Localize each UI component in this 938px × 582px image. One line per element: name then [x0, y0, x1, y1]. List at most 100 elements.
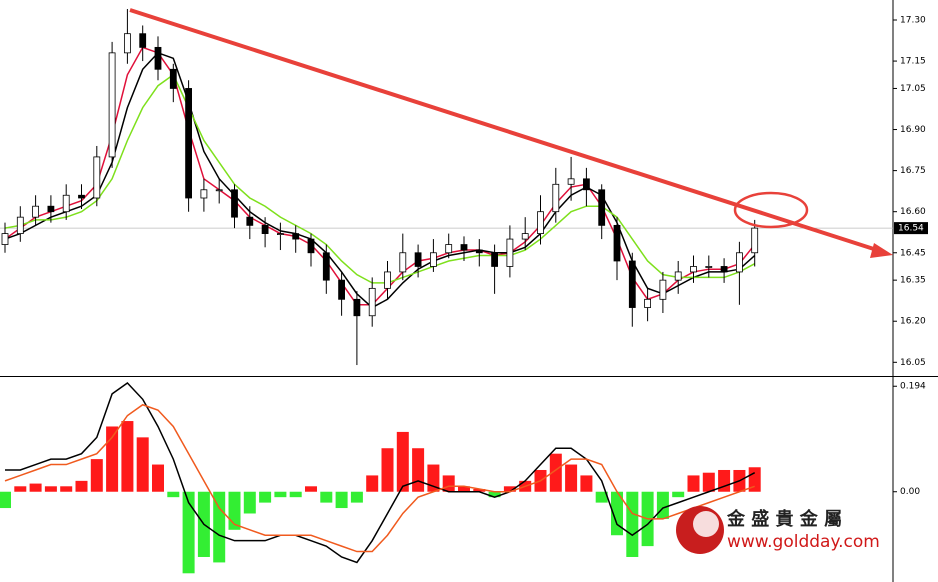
- last-price-label: 16.54: [898, 224, 924, 234]
- histogram-bar: [595, 491, 608, 503]
- histogram-bar: [458, 486, 470, 492]
- histogram-bar: [442, 475, 455, 492]
- candle-body: [690, 266, 697, 273]
- y-tick-label: 16.75: [900, 166, 926, 176]
- candle-body: [674, 271, 682, 281]
- histogram-bar: [503, 486, 516, 492]
- y-tick-label: 16.35: [900, 276, 926, 286]
- histogram-bar: [488, 491, 501, 498]
- histogram-bar: [549, 453, 562, 492]
- histogram-bar: [366, 475, 379, 492]
- y-tick-label: 16.60: [900, 207, 926, 217]
- candle-body: [93, 156, 101, 199]
- plot-area: [0, 9, 893, 574]
- histogram-bar: [289, 491, 302, 498]
- candle-body: [475, 249, 483, 254]
- y-tick-label: 16.45: [900, 248, 926, 258]
- histogram-bar: [213, 491, 226, 563]
- candle-body: [200, 189, 208, 199]
- histogram-bar: [412, 448, 425, 492]
- y-tick-label: 17.30: [900, 15, 926, 25]
- histogram-bar: [672, 491, 685, 498]
- candle-body: [583, 178, 590, 191]
- histogram-bar: [748, 467, 761, 492]
- histogram-bar: [335, 491, 348, 509]
- trend-line: [129, 8, 881, 253]
- indicator-line: [4, 73, 756, 284]
- histogram-bar: [702, 472, 715, 492]
- histogram-bar: [14, 486, 27, 492]
- histogram-bar: [121, 421, 134, 492]
- candle-body: [445, 244, 453, 254]
- candle-body: [16, 216, 24, 234]
- candle-body: [338, 279, 346, 300]
- candle-body: [598, 189, 606, 226]
- histogram-bar: [626, 491, 639, 557]
- histogram-bar: [580, 475, 593, 492]
- candle-body: [537, 211, 544, 234]
- watermark-url: www.goldday.com: [727, 532, 880, 552]
- annotations: [129, 8, 893, 258]
- logo-inner: [693, 511, 719, 537]
- candle-body: [1, 233, 9, 245]
- histogram-bar: [274, 491, 287, 498]
- candle-body: [353, 298, 361, 317]
- candle-body: [460, 244, 468, 251]
- watermark: 金 盛 貴 金 屬 www.goldday.com: [676, 506, 880, 554]
- y-tick-label: 16.90: [900, 125, 926, 135]
- y-tick-label: 0.00: [900, 487, 920, 497]
- histogram-bar: [381, 448, 394, 492]
- y-tick-label: 16.20: [900, 317, 926, 327]
- histogram-bar: [687, 475, 700, 492]
- histogram-bar: [60, 486, 73, 492]
- candle-body: [399, 252, 407, 273]
- candle-body: [659, 279, 667, 300]
- y-tick-label: 17.05: [900, 84, 926, 94]
- histogram-bar: [243, 491, 256, 514]
- histogram-bar: [182, 491, 195, 574]
- histogram-bar: [396, 431, 409, 492]
- candle-body: [613, 224, 621, 262]
- indicator-line: [5, 381, 756, 564]
- candle-body: [491, 252, 499, 267]
- candle-body: [215, 189, 223, 192]
- candle-body: [567, 178, 575, 185]
- histogram-bar: [611, 491, 623, 536]
- candle-body: [108, 52, 116, 158]
- histogram-bar: [167, 491, 180, 498]
- candle-body: [124, 33, 131, 54]
- candle-body: [154, 46, 162, 70]
- histogram-bar: [565, 464, 578, 492]
- candle-body: [414, 252, 422, 267]
- candle-body: [506, 238, 514, 267]
- histogram-bar: [29, 483, 42, 492]
- candle-body: [705, 266, 713, 268]
- y-tick-label: 0.194: [900, 382, 926, 392]
- watermark-name: 金 盛 貴 金 屬: [726, 508, 842, 530]
- candle-body: [552, 183, 560, 213]
- histogram-bar: [75, 480, 88, 492]
- histogram-bar: [0, 491, 11, 509]
- candle-body: [307, 238, 315, 254]
- histogram-bar: [305, 486, 317, 492]
- candle-body: [384, 271, 391, 289]
- candle-body: [62, 194, 70, 213]
- histogram-bar: [136, 437, 149, 492]
- candle-body: [751, 227, 759, 254]
- histogram-bar: [44, 486, 57, 492]
- histogram-bar: [656, 491, 669, 519]
- y-tick-label: 16.05: [900, 358, 926, 368]
- candle-body: [78, 194, 85, 199]
- histogram-bar: [259, 491, 272, 503]
- candle-body: [32, 205, 39, 218]
- candle-body: [169, 68, 177, 89]
- candle-body: [185, 88, 193, 199]
- candle-body: [261, 224, 269, 234]
- histogram-bar: [90, 459, 103, 492]
- histogram-bar: [152, 464, 164, 492]
- histogram-bar: [718, 469, 731, 492]
- last-price-box: [894, 222, 928, 235]
- candle-body: [276, 233, 284, 235]
- candle-body: [47, 205, 55, 213]
